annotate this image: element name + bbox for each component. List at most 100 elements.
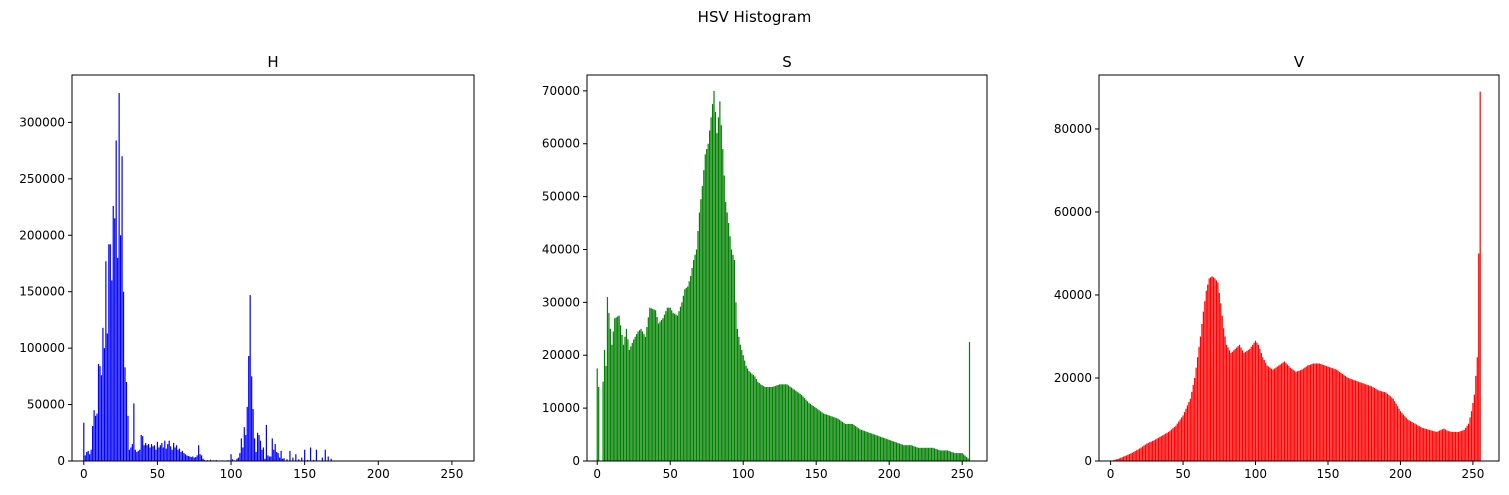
bar (181, 450, 184, 461)
bar (190, 457, 192, 461)
bar (139, 449, 141, 461)
bar (1239, 344, 1241, 461)
bar (1215, 280, 1218, 461)
bar (920, 447, 922, 461)
bar (1317, 363, 1319, 461)
bar (1430, 430, 1432, 461)
bar (1414, 423, 1416, 461)
bar (882, 437, 884, 461)
bar (1205, 290, 1207, 461)
bar (109, 244, 111, 461)
bar (147, 444, 150, 461)
bar (1228, 350, 1231, 461)
bar (1175, 425, 1177, 461)
bar (1173, 426, 1175, 461)
bar (1325, 366, 1328, 461)
bar (1240, 347, 1242, 461)
bar (739, 344, 741, 461)
bar (640, 328, 642, 461)
bar (752, 375, 755, 461)
bar (598, 386, 600, 461)
bar (1359, 382, 1361, 461)
bar (741, 349, 743, 461)
y-tick-label: 20000 (542, 348, 580, 362)
bar (248, 356, 250, 461)
bar (1130, 453, 1132, 461)
bar (1437, 431, 1439, 461)
bar (1375, 388, 1377, 461)
bar (262, 447, 265, 461)
bar (1237, 346, 1239, 461)
bar (742, 355, 744, 461)
bar (755, 379, 757, 461)
bar (1208, 278, 1210, 461)
bar (637, 331, 639, 461)
bar (1121, 457, 1123, 461)
bar (784, 384, 787, 461)
bar (167, 444, 169, 461)
bar (863, 430, 865, 461)
y-tick-label: 100000 (19, 341, 65, 355)
bar (307, 459, 309, 461)
y-tick-label: 0 (572, 454, 580, 468)
bar (1115, 459, 1118, 461)
bar (1350, 379, 1352, 461)
bar (814, 407, 816, 461)
bar (1405, 417, 1407, 461)
bar (675, 314, 677, 461)
bar (1362, 383, 1364, 461)
bar (1457, 431, 1460, 461)
bar (926, 447, 928, 461)
bars-v (1111, 91, 1481, 462)
bar (838, 419, 841, 461)
bar (1141, 446, 1144, 461)
bar (925, 447, 927, 461)
bar (1246, 351, 1248, 461)
bar (627, 339, 629, 461)
bar (947, 450, 949, 461)
bar (1278, 365, 1280, 461)
bar (1408, 420, 1410, 461)
bar (161, 442, 163, 461)
bar (643, 334, 645, 461)
y-tick-label: 40000 (542, 242, 580, 256)
bar (901, 444, 903, 461)
bar (1447, 431, 1449, 461)
bar (876, 435, 879, 461)
bar (1146, 443, 1148, 461)
bar (1143, 445, 1145, 461)
bar (128, 449, 131, 461)
bar (758, 383, 760, 461)
bar (324, 449, 326, 461)
bar (928, 447, 930, 461)
bar (849, 423, 851, 461)
bar (1369, 385, 1371, 461)
bar (1199, 336, 1202, 461)
bar (1179, 419, 1181, 461)
bar (1307, 365, 1309, 461)
bar (619, 325, 622, 461)
bar (1152, 440, 1154, 461)
bar (780, 384, 782, 461)
axes-frame (1098, 74, 1500, 462)
bar (744, 360, 746, 461)
bar (729, 236, 731, 461)
y-tick-label: 200000 (19, 228, 65, 242)
bar (1421, 427, 1423, 461)
bar (1378, 390, 1380, 461)
bar (96, 413, 98, 461)
bar (951, 452, 953, 461)
bar (209, 459, 212, 461)
bar (749, 372, 752, 461)
bar (745, 365, 747, 461)
bar (653, 309, 655, 461)
bar (279, 457, 281, 461)
bar (605, 365, 607, 461)
bar (1343, 374, 1345, 461)
bar (1420, 426, 1422, 461)
bar (1404, 416, 1406, 461)
bar (1150, 441, 1152, 461)
bar (633, 339, 635, 461)
bar (298, 459, 300, 461)
bar (1279, 364, 1281, 461)
